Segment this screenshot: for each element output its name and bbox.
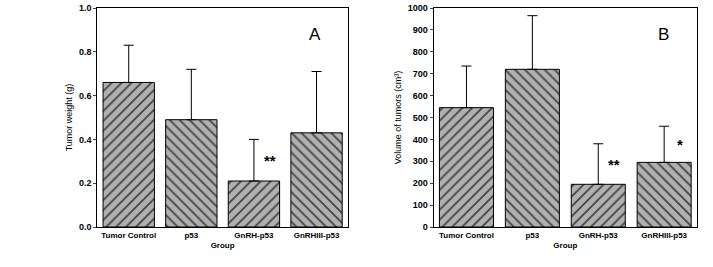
- svg-text:*: *: [677, 136, 683, 153]
- svg-text:0: 0: [423, 222, 428, 232]
- svg-text:900: 900: [413, 25, 428, 35]
- svg-text:0.2: 0.2: [79, 178, 92, 188]
- svg-text:B: B: [658, 25, 669, 44]
- svg-text:0.6: 0.6: [79, 91, 92, 101]
- svg-text:600: 600: [413, 91, 428, 101]
- svg-text:Group: Group: [211, 241, 235, 250]
- svg-text:GnRH-p53: GnRH-p53: [234, 231, 274, 240]
- svg-text:Group: Group: [553, 241, 577, 250]
- svg-text:GnRHIII-p53: GnRHIII-p53: [641, 231, 687, 240]
- svg-text:**: **: [264, 152, 276, 169]
- svg-text:500: 500: [413, 113, 428, 123]
- svg-text:GnRH-p53: GnRH-p53: [579, 231, 619, 240]
- svg-text:800: 800: [413, 47, 428, 57]
- svg-text:1000: 1000: [408, 3, 428, 13]
- svg-text:p53: p53: [525, 231, 539, 240]
- svg-text:Volume of tumors (cm³): Volume of tumors (cm³): [393, 71, 403, 165]
- svg-text:300: 300: [413, 156, 428, 166]
- svg-text:Tumor Control: Tumor Control: [101, 231, 156, 240]
- svg-text:p53: p53: [184, 231, 198, 240]
- svg-text:400: 400: [413, 135, 428, 145]
- svg-text:200: 200: [413, 178, 428, 188]
- svg-text:GnRHIII-p53: GnRHIII-p53: [294, 231, 340, 240]
- svg-text:1.0: 1.0: [79, 3, 92, 13]
- svg-text:700: 700: [413, 69, 428, 79]
- svg-text:A: A: [309, 25, 321, 44]
- svg-text:0.4: 0.4: [79, 135, 92, 145]
- svg-text:Tumor weight (g): Tumor weight (g): [64, 84, 74, 152]
- svg-text:Tumor Control: Tumor Control: [439, 231, 494, 240]
- svg-text:**: **: [608, 156, 620, 173]
- svg-text:0.0: 0.0: [79, 222, 92, 232]
- svg-text:0.8: 0.8: [79, 47, 92, 57]
- svg-text:100: 100: [413, 200, 428, 210]
